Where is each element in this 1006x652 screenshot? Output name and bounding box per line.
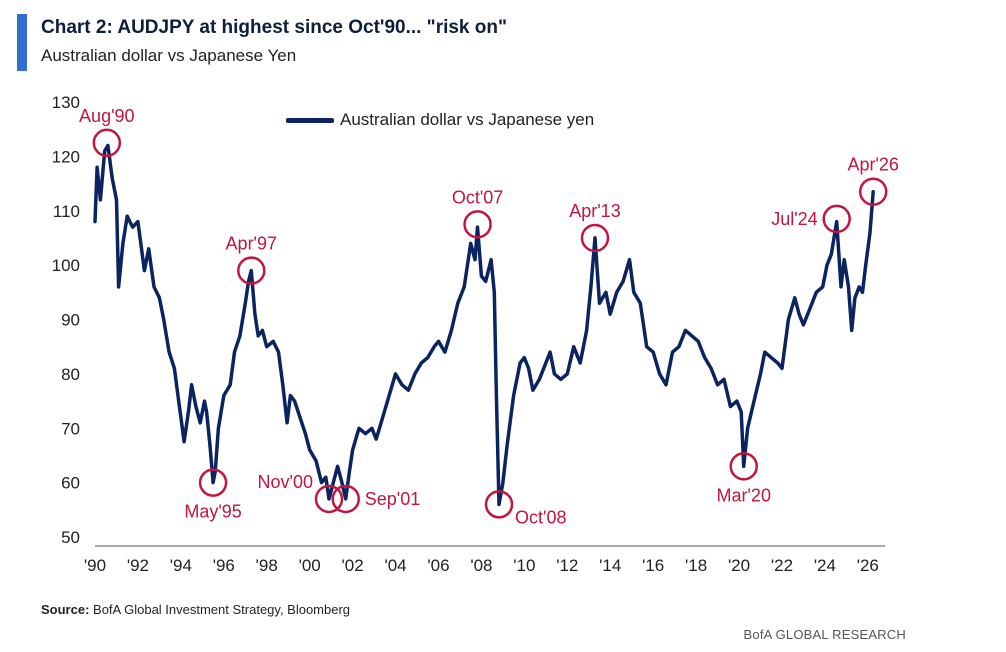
x-tick-label: '04 — [384, 556, 406, 575]
y-tick-label: 70 — [61, 419, 80, 438]
x-tick-label: '00 — [299, 556, 321, 575]
chart-legend: Australian dollar vs Japanese yen — [286, 110, 594, 130]
annotation-circle — [331, 484, 360, 514]
annotation-label: Jul'24 — [771, 209, 817, 229]
y-tick-label: 110 — [53, 202, 80, 221]
x-tick-label: '14 — [599, 556, 621, 575]
source-note: Source: BofA Global Investment Strategy,… — [41, 602, 350, 617]
annotation-label: Sep'01 — [365, 489, 421, 509]
x-tick-label: '90 — [84, 556, 106, 575]
x-tick-label: '26 — [857, 556, 879, 575]
x-tick-label: '08 — [470, 556, 492, 575]
y-tick-label: 50 — [61, 528, 80, 547]
series-line — [93, 143, 875, 507]
annotation-circle — [729, 452, 758, 481]
branding-label: BofA GLOBAL RESEARCH — [743, 627, 906, 642]
chart-title: Chart 2: AUDJPY at highest since Oct'90.… — [41, 17, 508, 38]
x-tick-label: '22 — [771, 556, 793, 575]
x-tick-label: '98 — [256, 556, 278, 575]
y-tick-label: 130 — [52, 93, 80, 112]
x-tick-label: '18 — [685, 556, 707, 575]
annotation-label: Oct'07 — [452, 187, 503, 207]
annotation-circle — [198, 468, 228, 497]
annotation-label: Apr'97 — [226, 234, 277, 254]
y-tick-label: 90 — [61, 311, 80, 330]
annotation-label: Apr'13 — [569, 201, 620, 221]
legend-label: Australian dollar vs Japanese yen — [340, 110, 595, 129]
y-tick-label: 80 — [61, 365, 80, 384]
title-accent-bar — [17, 14, 27, 71]
annotation-label: Oct'08 — [515, 507, 566, 527]
annotation-circle — [822, 204, 851, 234]
annotation-label: Mar'20 — [717, 485, 771, 505]
annotation-circle — [237, 256, 266, 285]
chart-subtitle: Australian dollar vs Japanese Yen — [41, 46, 297, 65]
x-tick-label: '96 — [213, 556, 235, 575]
annotation-circle — [314, 484, 344, 514]
x-tick-label: '12 — [556, 556, 578, 575]
annotation-label: Aug'90 — [79, 106, 135, 126]
x-tick-label: '92 — [127, 556, 149, 575]
annotation-circle — [580, 223, 610, 253]
y-tick-label: 60 — [61, 474, 80, 493]
x-tick-label: '16 — [642, 556, 664, 575]
y-tick-label: 120 — [52, 147, 80, 166]
x-tick-label: '24 — [814, 556, 836, 575]
y-tick-label: 100 — [52, 256, 80, 275]
annotation-label: Nov'00 — [258, 472, 313, 492]
annotation-label: May'95 — [184, 502, 241, 522]
x-tick-label: '10 — [513, 556, 535, 575]
annotation-label: Apr'26 — [847, 155, 898, 175]
legend-line-swatch — [286, 117, 334, 123]
source-text: BofA Global Investment Strategy, Bloombe… — [93, 602, 351, 617]
x-tick-label: '06 — [427, 556, 449, 575]
source-label: Source: — [41, 602, 90, 617]
x-tick-label: '20 — [728, 556, 750, 575]
annotation-circle — [92, 128, 122, 158]
x-tick-label: '94 — [170, 556, 192, 575]
annotation-circle — [463, 210, 492, 239]
annotation-circle — [858, 177, 888, 206]
annotation-circle — [484, 490, 514, 519]
x-tick-label: '02 — [342, 556, 364, 575]
